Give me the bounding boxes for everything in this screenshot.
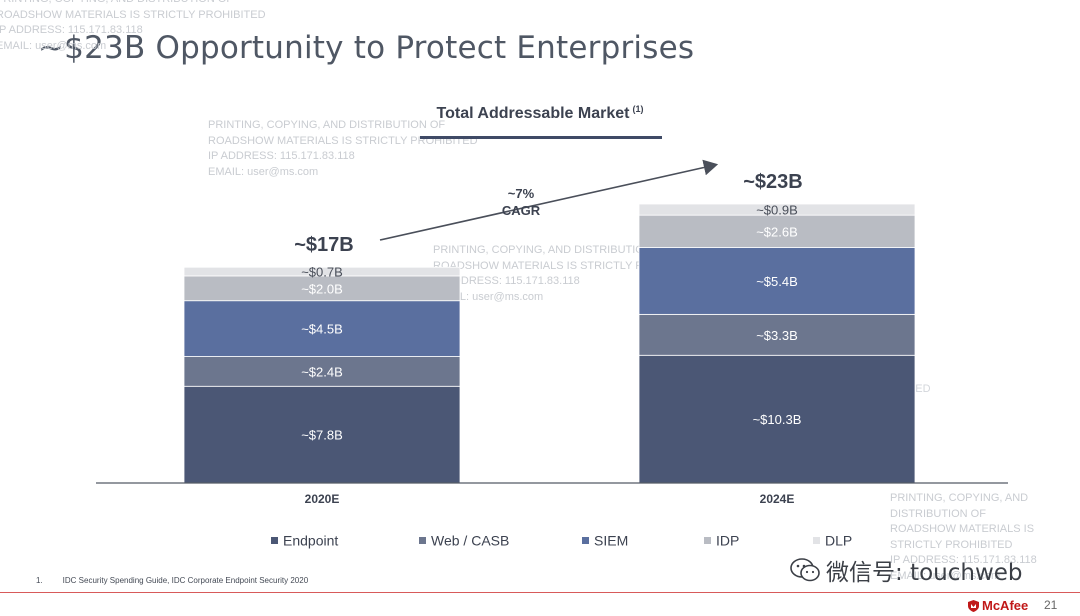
x-tick-label: 2024E xyxy=(760,492,795,506)
legend-swatch xyxy=(813,537,820,544)
bottom-rule xyxy=(0,592,1080,593)
legend-label: Endpoint xyxy=(283,533,338,549)
bar-segment-web-casb-2020e xyxy=(183,356,461,387)
bar-segment-endpoint-2024e xyxy=(638,354,916,484)
cagr-arrow xyxy=(379,159,719,241)
wechat-icon xyxy=(790,558,820,582)
data-label: ~$10.3B xyxy=(753,412,802,427)
legend-label: DLP xyxy=(825,533,852,549)
slide-title: ~$23B Opportunity to Protect Enterprises xyxy=(38,30,695,66)
total-label: ~$23B xyxy=(743,171,803,193)
data-label: ~$7.8B xyxy=(301,428,343,443)
chart-title-underline xyxy=(420,136,662,139)
data-label: ~$4.5B xyxy=(301,322,343,337)
data-label: ~$3.3B xyxy=(756,328,798,343)
chart-title: Total Addressable Market (1) xyxy=(436,104,644,122)
legend-swatch xyxy=(704,537,711,544)
data-label: ~$2.4B xyxy=(301,364,343,379)
data-label: ~$0.9B xyxy=(756,203,798,218)
cagr-label: CAGR xyxy=(502,203,541,218)
page-number: 21 xyxy=(1044,598,1058,612)
watermark-top-left: PRINTING, COPYING, AND DISTRIBUTION OF R… xyxy=(0,0,266,52)
bar-segment-siem-2020e xyxy=(183,300,461,357)
cagr-value: ~7% xyxy=(508,186,535,201)
total-label: ~$17B xyxy=(294,234,354,256)
watermark-center-left: PRINTING, COPYING, AND DISTRIBUTION OF R… xyxy=(208,119,478,178)
data-label: ~$2.6B xyxy=(756,224,798,239)
bar-segment-web-casb-2024e xyxy=(638,313,916,356)
bar-segment-dlp-2020e xyxy=(183,266,461,277)
legend-label: IDP xyxy=(716,533,739,549)
legend-swatch xyxy=(582,537,589,544)
chart-title-footnote: (1) xyxy=(632,104,644,114)
data-label: ~$2.0B xyxy=(301,281,343,296)
legend-swatch xyxy=(419,537,426,544)
bar-segment-dlp-2024e xyxy=(638,203,916,216)
data-label: ~$5.4B xyxy=(756,274,798,289)
watermark-bottom-right: PRINTING, COPYING, AND DISTRIBUTION OF R… xyxy=(890,492,1037,582)
footnote: 1. IDC Security Spending Guide, IDC Corpo… xyxy=(36,576,309,585)
bar-segment-siem-2024e xyxy=(638,246,916,315)
shield-icon xyxy=(968,599,979,612)
x-tick-label: 2020E xyxy=(305,492,340,506)
bars-group: ~$7.8B ~$2.4B ~$4.5B ~$2.0B~$0.7B ~$17B 2020E… xyxy=(183,171,916,506)
mcafee-logo: McAfee xyxy=(968,598,1028,613)
legend-swatch xyxy=(271,537,278,544)
bar-segment-endpoint-2020e xyxy=(183,385,461,484)
legend-label: SIEM xyxy=(594,533,628,549)
legend-label: Web / CASB xyxy=(431,533,509,549)
legend: Endpoint Web / CASB SIEM IDP DLP xyxy=(271,533,852,549)
bar-segment-idp-2020e xyxy=(183,275,461,302)
data-label: ~$0.7B xyxy=(301,265,343,280)
wechat-caption: 微信号: touchweb xyxy=(790,553,1023,587)
